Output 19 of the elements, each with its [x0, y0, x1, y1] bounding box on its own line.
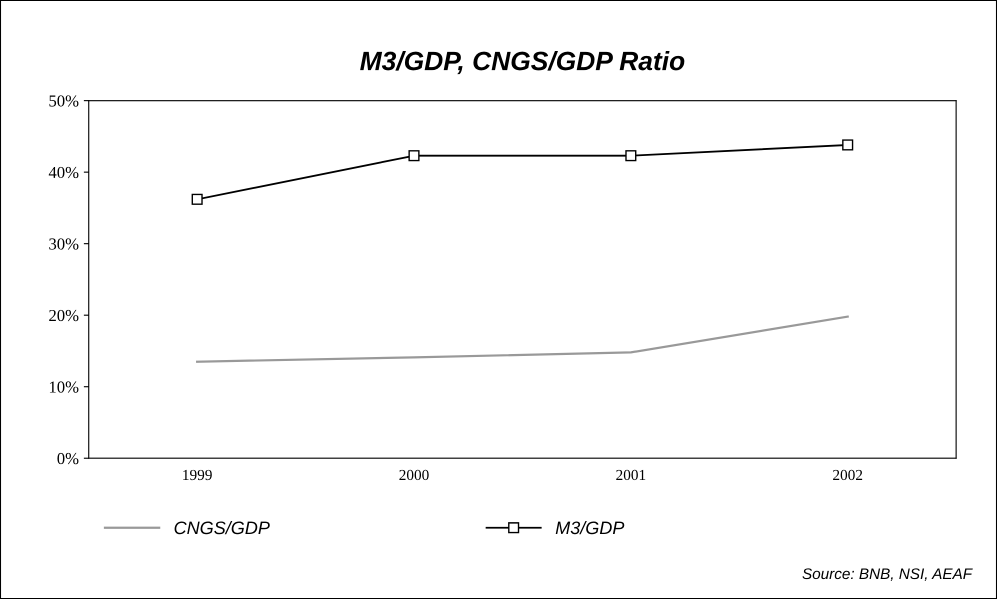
- x-tick-label: 2002: [833, 470, 862, 480]
- y-tick-label: 30%: [49, 238, 78, 250]
- legend-label: CNGS/GDP: [174, 520, 270, 534]
- chart-title: M3/GDP, CNGS/GDP Ratio: [360, 50, 684, 74]
- point: [625, 150, 636, 162]
- x-tick-label: 1999: [183, 470, 212, 480]
- y-tick-label: 20%: [49, 310, 78, 322]
- legend-label: M3/GDP: [556, 520, 624, 534]
- source-note: Source: BNB, NSI, AEAF: [802, 568, 973, 581]
- x-tick-label: 2001: [616, 470, 646, 480]
- y-tick-label: 50%: [49, 95, 78, 107]
- point: [192, 194, 203, 205]
- y-tick-label: 10%: [50, 381, 78, 393]
- point: [842, 139, 854, 151]
- y-tick-label: 40%: [48, 166, 78, 178]
- y-tick-label: 0%: [57, 452, 78, 464]
- line-series: [196, 316, 849, 363]
- x-tick-label: 2000: [399, 470, 429, 480]
- point: [408, 150, 420, 162]
